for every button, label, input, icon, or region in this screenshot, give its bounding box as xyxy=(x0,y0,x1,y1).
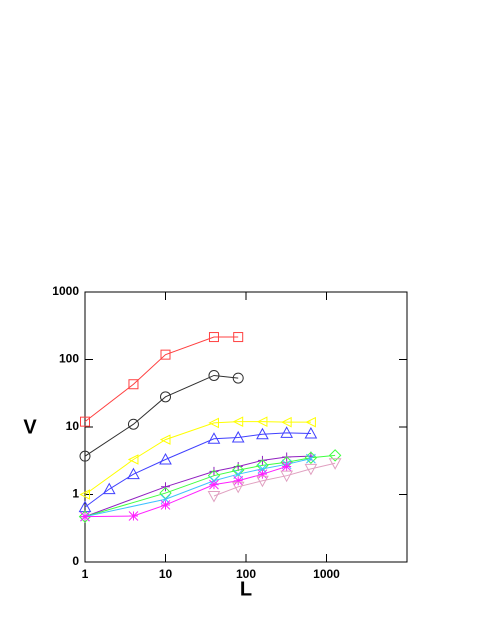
marker xyxy=(79,489,90,500)
marker xyxy=(304,463,318,476)
y-tick-label: 10 xyxy=(66,419,80,433)
marker xyxy=(233,332,244,343)
marker xyxy=(256,475,269,488)
series-line xyxy=(84,432,311,508)
plot-frame xyxy=(84,291,408,563)
marker xyxy=(208,417,219,429)
x-axis-label: L xyxy=(240,578,252,600)
y-tick-label: 0 xyxy=(72,554,79,568)
y-axis-label: V xyxy=(23,416,37,438)
marker xyxy=(160,500,171,510)
marker xyxy=(160,349,171,360)
marker xyxy=(328,458,342,470)
marker xyxy=(207,491,221,503)
marker xyxy=(305,416,316,428)
marker xyxy=(79,450,91,462)
x-tick-label: 10 xyxy=(159,567,173,581)
marker xyxy=(280,470,294,483)
marker xyxy=(256,427,269,440)
marker xyxy=(256,416,268,427)
marker xyxy=(209,466,219,476)
marker xyxy=(127,418,139,430)
marker xyxy=(257,469,268,480)
marker xyxy=(78,510,92,523)
marker xyxy=(161,482,170,492)
marker xyxy=(231,481,245,494)
marker xyxy=(128,511,139,521)
marker xyxy=(80,511,90,522)
marker xyxy=(306,453,316,464)
marker xyxy=(280,426,294,438)
marker xyxy=(160,391,171,403)
marker xyxy=(127,454,139,465)
marker xyxy=(128,379,139,390)
marker xyxy=(127,467,140,480)
x-tick-label: 1 xyxy=(82,567,89,581)
marker xyxy=(102,482,116,495)
series-line xyxy=(84,374,239,457)
y-tick-label: 1000 xyxy=(52,284,79,298)
marker xyxy=(208,369,220,381)
marker xyxy=(231,463,245,477)
marker xyxy=(159,452,172,465)
y-tick-label: 1 xyxy=(72,487,79,501)
y-tick-label: 100 xyxy=(59,352,79,366)
series-line xyxy=(84,458,312,518)
marker xyxy=(209,479,219,490)
marker xyxy=(232,372,244,384)
series-line xyxy=(84,454,336,518)
marker xyxy=(231,430,245,443)
marker xyxy=(159,434,171,445)
series-line xyxy=(84,336,239,423)
marker xyxy=(80,416,90,427)
marker xyxy=(281,461,292,472)
marker xyxy=(281,416,292,428)
marker xyxy=(328,449,342,462)
marker xyxy=(233,461,243,471)
marker xyxy=(232,416,244,427)
marker xyxy=(233,475,244,486)
marker xyxy=(304,451,318,464)
x-tick-label: 100 xyxy=(236,567,256,581)
marker xyxy=(304,427,318,439)
marker xyxy=(208,332,219,343)
x-tick-label: 1000 xyxy=(313,567,340,581)
marker xyxy=(207,432,221,444)
